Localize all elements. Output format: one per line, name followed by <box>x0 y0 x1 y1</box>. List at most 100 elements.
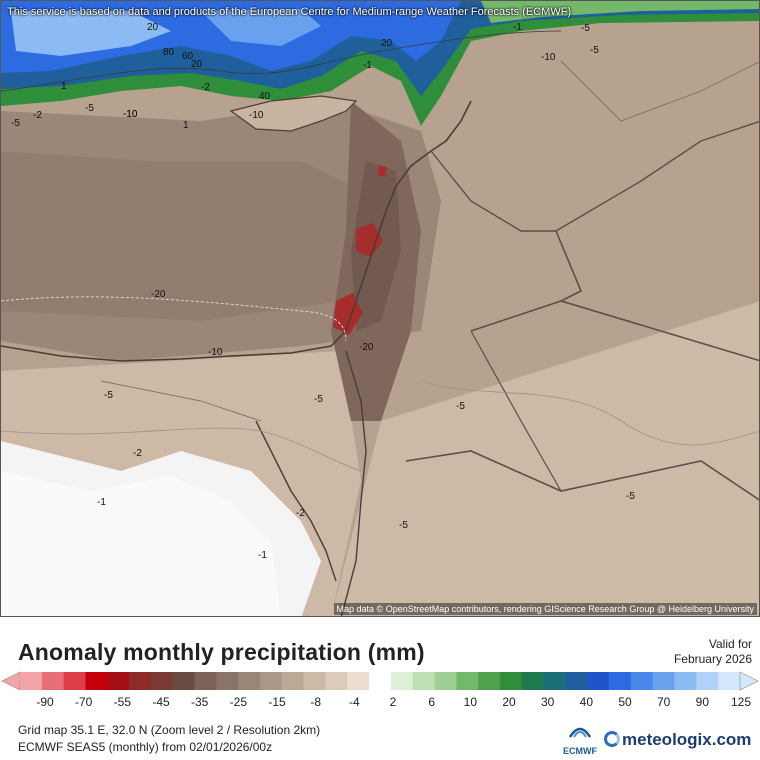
border-line-5 <box>470 330 562 492</box>
map-attribution[interactable]: Map data © OpenStreetMap contributors, r… <box>333 603 757 615</box>
border-line-4 <box>430 120 759 232</box>
colorbar-tick-label: -4 <box>348 695 360 709</box>
anomaly-core-north <box>356 223 383 257</box>
colorbar-swatch <box>652 672 675 690</box>
contour-label: -1 <box>258 550 267 561</box>
colorbar-swatch <box>478 672 501 690</box>
colorbar-swatch <box>303 672 326 690</box>
ecmwf-notice: This service is based on data and produc… <box>7 6 572 18</box>
colorbar-swatch <box>281 672 304 690</box>
colorbar-tick-label: -90 <box>36 695 54 709</box>
colorbar-swatch <box>565 672 588 690</box>
contour-label: -10 <box>208 347 223 358</box>
colorbar-swatch <box>172 672 195 690</box>
colorbar-swatch <box>260 672 283 690</box>
contour-label: -10 <box>123 109 138 120</box>
colorbar-swatch <box>325 672 348 690</box>
coastline <box>1 100 472 362</box>
contour-line-a <box>1 296 347 342</box>
colorbar-tick-label: -8 <box>310 695 321 709</box>
meteologix-logo-icon <box>604 731 620 747</box>
colorbar-tick-label: 125 <box>730 695 752 709</box>
colorbar-swatch <box>63 672 86 690</box>
contour-line-d <box>1 30 562 92</box>
contour-label: -2 <box>201 82 210 93</box>
colorbar-swatch <box>412 672 435 690</box>
colorbar-swatch <box>674 672 697 690</box>
contour-label: -5 <box>11 118 20 129</box>
colorbar-tick-label: 10 <box>463 695 478 709</box>
colorbar-tick-label: -55 <box>113 695 131 709</box>
meteologix-logo[interactable]: meteologix.com <box>604 730 751 750</box>
colorbar-swatch <box>500 672 523 690</box>
colorbar-swatch <box>630 672 654 690</box>
colorbar <box>1 671 759 691</box>
contour-labels: 20 80 60 20 -2 40 -10 1 -1 20 -1 -10 -5 … <box>11 22 635 561</box>
contour-line-b <box>1 427 362 472</box>
contour-label: -5 <box>581 23 590 34</box>
colorbar-tick-label: -25 <box>229 695 247 709</box>
colorbar-tick-label: 70 <box>656 695 671 709</box>
colorbar-tick-label: -15 <box>268 695 286 709</box>
colorbar-swatch <box>390 672 414 690</box>
contour-label: 40 <box>259 91 271 102</box>
map-canvas: 20 80 60 20 -2 40 -10 1 -1 20 -1 -10 -5 … <box>1 1 759 616</box>
province-line-1 <box>100 380 262 422</box>
colorbar-swatch <box>194 672 217 690</box>
contour-label: 20 <box>147 22 159 33</box>
colorbar-swatch <box>129 672 152 690</box>
anomaly-zone-light <box>331 301 759 616</box>
valid-for-block: Valid for February 2026 <box>674 637 752 667</box>
anomaly-zone-light-green <box>481 1 759 23</box>
contour-label: -1 <box>363 60 372 71</box>
contour-label: -5 <box>626 491 635 502</box>
colorbar-tick-label: 90 <box>695 695 710 709</box>
colorbar-swatch <box>587 672 610 690</box>
contour-label: -5 <box>314 394 323 405</box>
gulf-of-aqaba <box>340 350 367 616</box>
contour-label: -10 <box>541 52 556 63</box>
contour-label: -2 <box>296 508 305 519</box>
contour-label: -5 <box>85 103 94 114</box>
contour-label: -10 <box>249 110 264 121</box>
contour-label: 20 <box>191 59 203 70</box>
colorbar-swatch <box>107 672 130 690</box>
contour-label: -20 <box>151 289 166 300</box>
contour-label: -2 <box>133 448 142 459</box>
ecmwf-logo-icon <box>568 727 592 738</box>
contour-label: -2 <box>33 110 42 121</box>
contour-line-c <box>420 380 759 446</box>
colorbar-swatch <box>434 672 457 690</box>
anomaly-core-small <box>378 165 387 177</box>
anomaly-zone-white <box>1 471 281 616</box>
province-line-2 <box>560 60 759 122</box>
contour-label: -1 <box>513 22 522 33</box>
contour-label: 60 <box>182 51 194 62</box>
colorbar-swatch <box>20 672 43 690</box>
map-title: Anomaly monthly precipitation (mm) <box>18 639 425 665</box>
colorbar-tick-label: 20 <box>502 695 516 709</box>
colorbar-swatch <box>609 672 632 690</box>
forecast-map[interactable]: 20 80 60 20 -2 40 -10 1 -1 20 -1 -10 -5 … <box>0 0 760 617</box>
contour-label: -10 <box>123 109 138 120</box>
cyprus-island <box>229 95 358 132</box>
colorbar-tick-label: 30 <box>540 695 555 709</box>
colorbar-tick-label: -35 <box>190 695 209 709</box>
grid-info: Grid map 35.1 E, 32.0 N (Zoom level 2 / … <box>18 723 321 737</box>
colorbar-swatch <box>696 672 719 690</box>
contour-label: -1 <box>97 497 106 508</box>
colorbar-swatch <box>369 672 392 690</box>
contour-label: -5 <box>104 390 113 401</box>
colorbar-swatch <box>347 672 370 690</box>
colorbar-swatch <box>521 672 544 690</box>
anomaly-zone-light-blue <box>11 11 171 56</box>
contour-label: -5 <box>399 520 408 531</box>
colorbar-tick-label: -70 <box>74 695 93 709</box>
colorbar-swatch <box>238 672 261 690</box>
colorbar-arrow-low <box>1 671 21 691</box>
contour-label: -5 <box>456 401 465 412</box>
contour-label: -20 <box>359 342 374 353</box>
colorbar-swatch <box>718 672 741 690</box>
ecmwf-logo[interactable]: ECMWF <box>562 723 598 757</box>
colorbar-swatch <box>85 672 108 690</box>
